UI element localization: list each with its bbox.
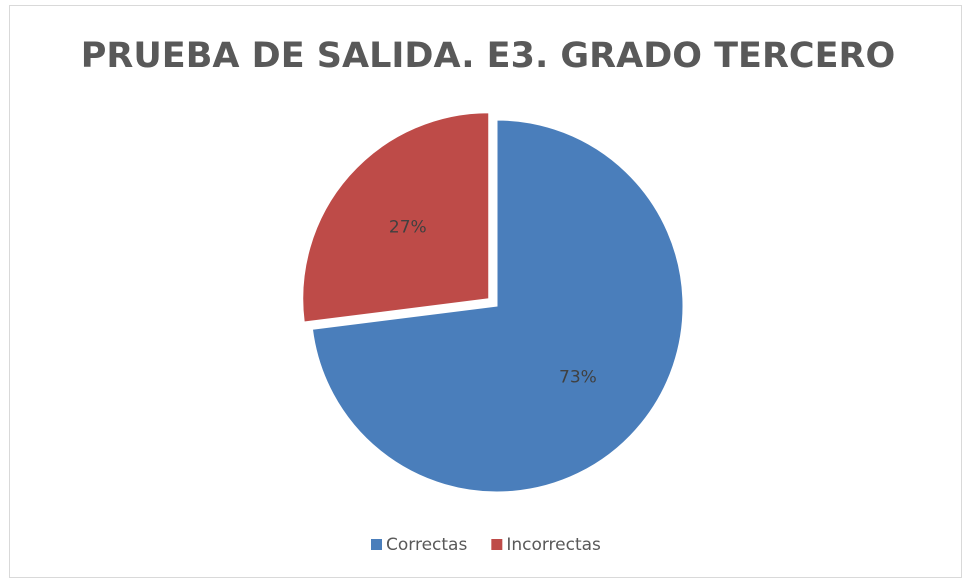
pie-slice (311, 119, 684, 493)
legend-swatch (371, 539, 382, 550)
data-label: 27% (389, 217, 427, 237)
chart-title: PRUEBA DE SALIDA. E3. GRADO TERCERO (81, 36, 895, 76)
legend-label: Incorrectas (506, 535, 601, 555)
legend-label: Correctas (386, 535, 467, 555)
pie-slice (302, 112, 490, 323)
data-label: 73% (559, 367, 597, 387)
legend-swatch (491, 539, 503, 550)
